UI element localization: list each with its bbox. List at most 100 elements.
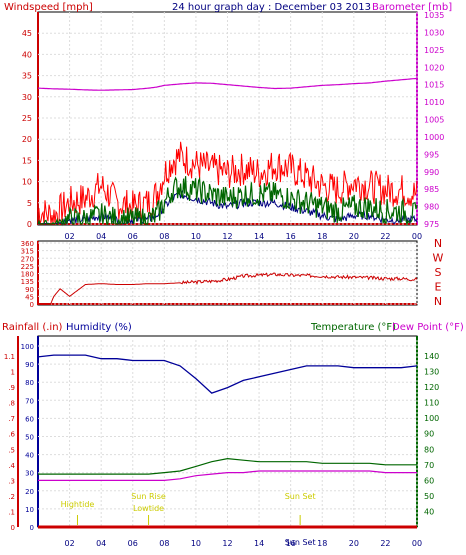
direction-tick-label: 45 [25, 293, 34, 301]
dewpoint-axis-title: Dew Point (°F) [392, 322, 464, 333]
direction-tick-label: 90 [25, 286, 34, 294]
barometer-tick-label: 995 [424, 150, 439, 159]
rainfall-tick-label: .7 [8, 415, 15, 423]
gust-series-line [37, 141, 418, 226]
humidity-axis-title: Humidity (%) [66, 322, 132, 333]
temperature-tick-label: 60 [424, 476, 434, 485]
wind-tick-label: 35 [22, 72, 32, 81]
barometer-series-line [38, 77, 418, 91]
rainfall-axis-title: Rainfall (.in) [2, 322, 63, 333]
wind-x-tick-label: 14 [254, 232, 264, 241]
humidity-tick-label: 40 [25, 452, 34, 460]
wind-tick-label: 40 [22, 50, 32, 59]
compass-label: S [435, 266, 442, 279]
wind-x-tick-label: 02 [64, 232, 74, 241]
humidity-tick-label: 100 [21, 343, 34, 351]
temperature-tick-label: 110 [424, 399, 439, 408]
direction-tick-label: 225 [21, 263, 34, 271]
wind-tick-label: 10 [22, 178, 32, 187]
rainfall-tick-label: 1.1 [4, 353, 15, 361]
barometer-tick-label: 985 [424, 185, 439, 194]
rainfall-tick-label: .8 [8, 400, 15, 408]
wind-x-tick-label: 00 [412, 232, 422, 241]
climate-x-tick-label: 06 [128, 539, 138, 548]
direction-tick-label: 180 [21, 271, 34, 279]
wind-tick-label: 20 [22, 135, 32, 144]
rainfall-tick-label: 1 [11, 369, 15, 377]
humidity-tick-label: 70 [25, 397, 34, 405]
climate-x-tick-label: 22 [380, 539, 390, 548]
rainfall-tick-label: .3 [8, 477, 15, 485]
wind-x-tick-label: 06 [128, 232, 138, 241]
barometer-tick-label: 1010 [424, 98, 444, 107]
avg-wind-series-line [37, 176, 418, 227]
humidity-tick-label: 0 [30, 524, 34, 532]
direction-tick-label: 0 [30, 301, 34, 309]
direction-tick-label: 270 [21, 255, 34, 263]
tide-sun-annotation: Lowtide [133, 504, 164, 513]
temperature-tick-label: 140 [424, 352, 439, 361]
temperature-tick-label: 50 [424, 492, 434, 501]
humidity-tick-label: 90 [25, 361, 34, 369]
compass-label: N [434, 237, 442, 250]
climate-x-tick-label: 02 [64, 539, 74, 548]
climate-x-tick-label: 04 [96, 539, 106, 548]
barometer-tick-label: 980 [424, 203, 439, 212]
wind-tick-label: 0 [27, 220, 32, 229]
direction-tick-label: 135 [21, 278, 34, 286]
chart-title: 24 hour graph day : December 03 2013 [172, 2, 371, 13]
climate-x-tick-label: 16 [286, 539, 296, 548]
wind-x-tick-label: 22 [380, 232, 390, 241]
rainfall-tick-label: .4 [8, 462, 15, 470]
wind-x-tick-label: 16 [286, 232, 296, 241]
wind-x-tick-label: 12 [222, 232, 232, 241]
rainfall-tick-label: .5 [8, 446, 15, 454]
wind-tick-label: 30 [22, 93, 32, 102]
climate-x-tick-label: 12 [222, 539, 232, 548]
temperature-tick-label: 80 [424, 445, 434, 454]
temperature-tick-label: 40 [424, 507, 434, 516]
wind-tick-label: 25 [22, 114, 32, 123]
wind-x-tick-label: 04 [96, 232, 106, 241]
humidity-tick-label: 60 [25, 415, 34, 423]
wind-tick-label: 45 [22, 29, 32, 38]
climate-x-tick-label: 08 [159, 539, 169, 548]
wind-x-tick-label: 20 [349, 232, 359, 241]
humidity-tick-label: 10 [25, 506, 34, 514]
barometer-tick-label: 1025 [424, 46, 444, 55]
direction-tick-label: 360 [21, 240, 34, 248]
climate-x-tick-label: 10 [191, 539, 201, 548]
climate-x-tick-label: 14 [254, 539, 264, 548]
climate-x-tick-label: 00 [412, 539, 422, 548]
temperature-tick-label: 130 [424, 368, 439, 377]
compass-label: N [434, 295, 442, 308]
wind-axis-title: Windspeed [mph] [4, 2, 93, 13]
temperature-tick-label: 100 [424, 414, 439, 423]
rainfall-tick-label: .6 [8, 431, 15, 439]
rainfall-tick-label: .9 [8, 384, 15, 392]
barometer-tick-label: 1000 [424, 133, 444, 142]
temperature-axis-title: Temperature (°F) [310, 322, 396, 333]
barometer-tick-label: 1030 [424, 28, 444, 37]
barometer-tick-label: 1035 [424, 11, 444, 20]
rainfall-tick-label: .2 [8, 493, 15, 501]
rainfall-tick-label: 0 [11, 524, 15, 532]
climate-x-tick-label: 18 [317, 539, 327, 548]
wind-x-tick-label: 10 [191, 232, 201, 241]
tide-sun-annotation: Sun Rise [131, 492, 166, 501]
wind-direction-series-line [38, 272, 418, 305]
temperature-series-line [38, 457, 417, 475]
wind-x-tick-label: 08 [159, 232, 169, 241]
barometer-tick-label: 1015 [424, 81, 444, 90]
temperature-tick-label: 90 [424, 430, 434, 439]
barometer-axis-title: Barometer [mb] [372, 2, 452, 13]
temperature-tick-label: 120 [424, 383, 439, 392]
direction-tick-label: 315 [21, 248, 34, 256]
humidity-tick-label: 50 [25, 434, 34, 442]
tide-sun-annotation: Sun Set [285, 492, 316, 501]
humidity-tick-label: 30 [25, 470, 34, 478]
wind-tick-label: 5 [27, 199, 32, 208]
temperature-tick-label: 70 [424, 461, 434, 470]
dewpoint-series-line [38, 470, 417, 481]
